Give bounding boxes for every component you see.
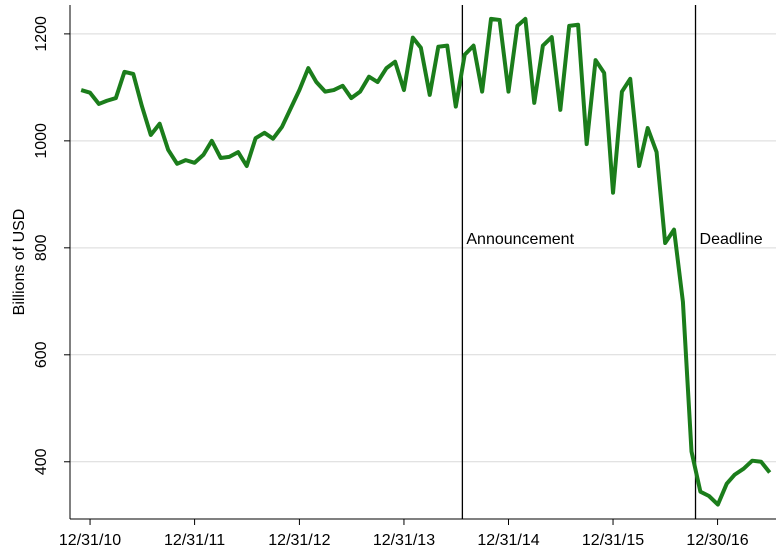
y-tick-label: 1200: [33, 16, 50, 52]
y-tick-label: 1000: [33, 123, 50, 159]
x-tick-label: 12/31/10: [59, 532, 121, 549]
y-axis-title: Billions of USD: [11, 209, 28, 316]
event-label: Deadline: [700, 231, 763, 248]
y-tick-label: 400: [33, 448, 50, 475]
x-tick-label: 12/31/11: [164, 532, 225, 549]
x-tick-label: 12/31/12: [268, 532, 330, 549]
x-tick-label: 12/30/16: [686, 532, 748, 549]
event-label: Announcement: [466, 231, 574, 248]
y-tick-label: 600: [33, 341, 50, 368]
x-tick-label: 12/31/13: [373, 532, 435, 549]
x-tick-label: 12/31/14: [477, 532, 539, 549]
x-tick-label: 12/31/15: [582, 532, 644, 549]
data-line: [80, 16, 772, 507]
y-tick-label: 800: [33, 234, 50, 261]
plot-area: [80, 16, 772, 507]
